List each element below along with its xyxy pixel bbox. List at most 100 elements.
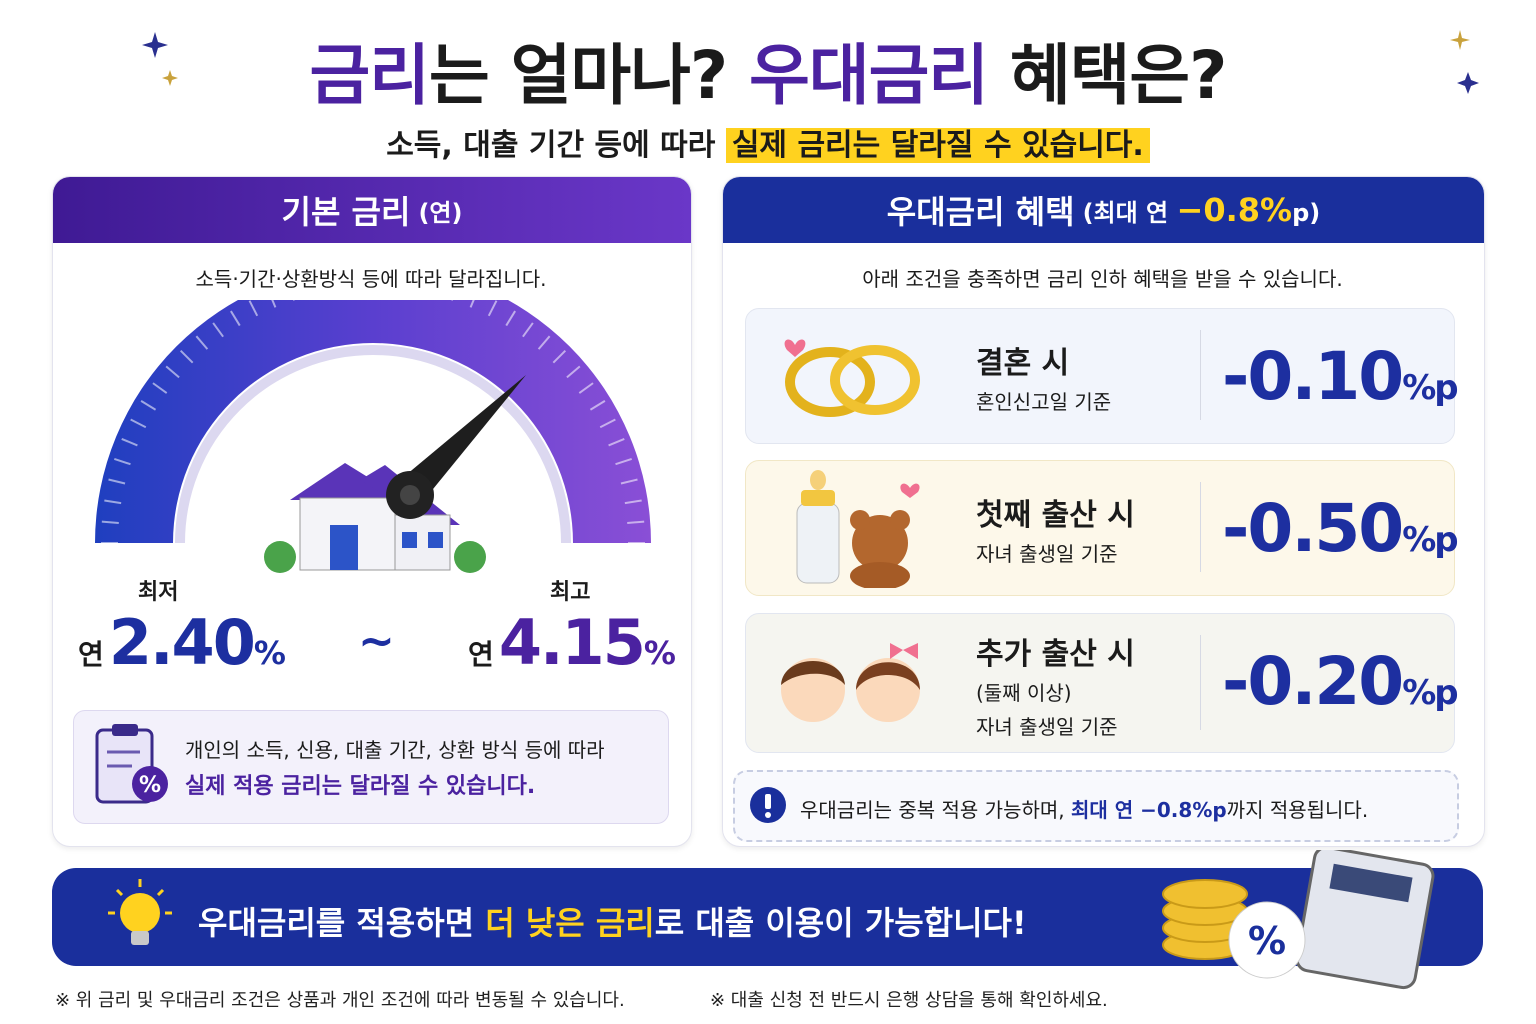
gauge-tick <box>469 300 475 308</box>
clipboard-icon: % <box>95 724 168 804</box>
value-unit: %p <box>1402 520 1458 560</box>
item-detail: (둘째 이상) <box>976 681 1072 705</box>
baby-icon <box>796 470 920 588</box>
divider <box>1200 482 1201 572</box>
gauge-tick <box>195 335 209 350</box>
banner-part: 로 대출 이용이 가능합니다! <box>654 904 1027 942</box>
banner-part: 더 낮은 금리 <box>485 904 655 942</box>
range-separator: ~ <box>358 616 395 667</box>
note-box <box>73 710 669 824</box>
gauge-tick <box>212 322 224 338</box>
panel-header: 우대금리 혜택 (최대 연 −0.8%p) <box>723 177 1484 243</box>
subtitle-part: 소득, 대출 기간 등에 따라 <box>386 128 726 163</box>
subtitle-highlight: 실제 금리는 달라질 수 있습니다. <box>725 128 1150 163</box>
gauge-tick <box>578 382 594 394</box>
gauge-tick <box>589 400 606 411</box>
rings-icon <box>784 339 920 417</box>
panel-heading-note: (최대 연 −0.8%p) <box>1083 191 1321 229</box>
note-part: 까지 적용됩니다. <box>1226 798 1369 822</box>
note-line: 실제 적용 금리는 달라질 수 있습니다. <box>185 774 536 799</box>
title-part: 는 얼마나? <box>429 37 750 114</box>
gauge-tick <box>230 310 241 327</box>
item-value: -0.20%p <box>1222 643 1459 720</box>
panel-header: 기본 금리 (연) <box>53 177 691 243</box>
min-rate: 연 2.40% <box>78 606 286 679</box>
rate-prefix: 연 <box>468 638 494 671</box>
gauge-tick <box>121 437 138 447</box>
note-box <box>733 770 1459 842</box>
gauge-tick <box>101 520 119 524</box>
gauge-tick <box>130 418 147 429</box>
banner-part: 우대금리를 적용하면 <box>198 904 486 942</box>
value-number: -0.20 <box>1222 643 1404 720</box>
banner-text: 우대금리를 적용하면 더 낮은 금리로 대출 이용이 가능합니다! <box>198 898 1027 944</box>
sparkles <box>1450 30 1479 94</box>
svg-text:%: % <box>1248 919 1286 963</box>
gauge-tick <box>505 310 516 327</box>
gauge-tick <box>271 300 277 308</box>
divider <box>1200 635 1201 730</box>
benefit-item <box>745 308 1455 444</box>
panel-heading-note: (연) <box>418 198 463 227</box>
gauge-tick <box>537 335 551 350</box>
item-title: 추가 출산 시 <box>976 637 1135 672</box>
item-detail: 자녀 출생일 기준 <box>976 542 1118 566</box>
footnote: ※ 대출 신청 전 반드시 은행 상담을 통해 확인하세요. <box>710 990 1108 1011</box>
rate-gauge <box>95 300 651 573</box>
title-part: 혜택은? <box>988 37 1227 114</box>
value-number: -0.10 <box>1222 338 1404 415</box>
gauge-tick <box>165 365 180 379</box>
title-part: 금리 <box>309 37 430 114</box>
heading-note-part: p) <box>1292 199 1321 227</box>
gauge-tick <box>615 457 632 466</box>
rate-value: 4.15 <box>498 606 646 679</box>
value-unit: %p <box>1402 368 1458 408</box>
gauge-tick <box>104 499 122 505</box>
panel-description: 소득·기간·상환방식 등에 따라 달라집니다. <box>195 267 547 291</box>
item-title: 결혼 시 <box>976 346 1070 381</box>
gauge-tick <box>620 478 638 485</box>
svg-text:%: % <box>139 773 161 798</box>
gauge-tick <box>552 349 567 364</box>
gauge-tick <box>108 478 126 485</box>
max-label: 최고 <box>550 580 591 605</box>
gauge-tick <box>487 300 498 317</box>
item-detail: 자녀 출생일 기준 <box>976 715 1118 739</box>
panel-heading: 기본 금리 <box>281 193 411 231</box>
gauge-tick <box>599 418 616 429</box>
item-detail: 혼인신고일 기준 <box>976 390 1112 414</box>
min-label: 최저 <box>138 580 179 605</box>
value-number: -0.50 <box>1222 490 1404 567</box>
value-unit: %p <box>1402 673 1458 713</box>
gauge-tick <box>114 457 131 466</box>
footnote: ※ 위 금리 및 우대금리 조건은 상품과 개인 조건에 따라 변동될 수 있습… <box>55 990 625 1011</box>
note-part: 우대금리는 중복 적용 가능하며, <box>800 798 1071 822</box>
children-icon <box>781 643 920 722</box>
gauge-tick <box>566 365 581 379</box>
rate-prefix: 연 <box>78 638 104 671</box>
alert-icon <box>750 787 786 823</box>
title-part: 우대금리 <box>749 37 989 114</box>
max-rate: 연 4.15% <box>468 606 676 679</box>
heading-note-part: (최대 연 <box>1082 199 1169 227</box>
heading-note-part: −0.8% <box>1176 191 1293 229</box>
note-part: 최대 연 −0.8%p <box>1071 798 1227 822</box>
note-line: 개인의 소득, 신용, 대출 기간, 상환 방식 등에 따라 <box>185 738 605 762</box>
gauge-tick <box>152 382 168 394</box>
gauge-tick <box>624 499 642 505</box>
sparkles <box>142 32 178 86</box>
item-value: -0.10%p <box>1222 338 1459 415</box>
gauge-tick <box>522 322 534 338</box>
rate-unit: % <box>643 634 676 672</box>
gauge-tick <box>140 400 157 411</box>
note-text: 우대금리는 중복 적용 가능하며, 최대 연 −0.8%p까지 적용됩니다. <box>800 794 1368 823</box>
gauge-tick <box>627 520 645 524</box>
gauge-tick <box>608 437 625 447</box>
panel-heading: 우대금리 혜택 <box>886 193 1075 231</box>
item-title: 첫째 출산 시 <box>976 498 1135 533</box>
subtitle: 소득, 대출 기간 등에 따라 실제 금리는 달라질 수 있습니다. <box>0 120 1536 164</box>
gauge-tick <box>248 300 259 317</box>
bulb-icon <box>108 879 172 945</box>
coins-calculator-icon: % <box>1162 850 1435 990</box>
